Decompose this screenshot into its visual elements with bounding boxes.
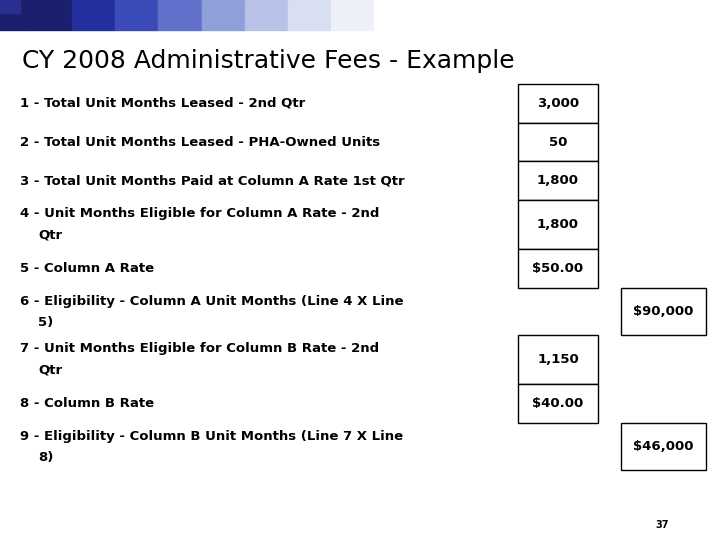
Bar — [621, 288, 706, 335]
Bar — [331, 0, 374, 30]
Text: $46,000: $46,000 — [633, 440, 693, 453]
Bar — [518, 123, 598, 161]
Bar — [518, 161, 598, 200]
Text: CY 2008 Administrative Fees - Example: CY 2008 Administrative Fees - Example — [22, 49, 514, 72]
Bar — [518, 384, 598, 423]
Bar — [158, 0, 202, 30]
Bar — [115, 0, 158, 30]
Text: 8): 8) — [38, 450, 53, 463]
Text: Qtr: Qtr — [38, 364, 63, 377]
Text: 6 - Eligibility - Column A Unit Months (Line 4 X Line: 6 - Eligibility - Column A Unit Months (… — [20, 295, 404, 308]
Text: 1 - Total Unit Months Leased - 2nd Qtr: 1 - Total Unit Months Leased - 2nd Qtr — [20, 97, 305, 110]
Bar — [518, 249, 598, 288]
Bar — [0, 0, 20, 14]
Text: 3,000: 3,000 — [537, 97, 579, 110]
Bar — [418, 0, 720, 30]
Text: $90,000: $90,000 — [633, 305, 693, 318]
Bar — [288, 0, 331, 30]
Bar — [29, 0, 72, 30]
Text: 50: 50 — [549, 136, 567, 148]
Text: Qtr: Qtr — [38, 229, 63, 242]
Text: 5 - Column A Rate: 5 - Column A Rate — [20, 262, 154, 275]
Bar — [202, 0, 245, 30]
Bar — [621, 423, 706, 470]
Text: 37: 37 — [656, 520, 669, 530]
Text: 4 - Unit Months Eligible for Column A Rate - 2nd: 4 - Unit Months Eligible for Column A Ra… — [20, 207, 379, 220]
Text: 3 - Total Unit Months Paid at Column A Rate 1st Qtr: 3 - Total Unit Months Paid at Column A R… — [20, 174, 405, 187]
Text: 1,800: 1,800 — [537, 174, 579, 187]
Bar — [72, 0, 115, 30]
Bar — [374, 0, 418, 30]
Text: 2 - Total Unit Months Leased - PHA-Owned Units: 2 - Total Unit Months Leased - PHA-Owned… — [20, 136, 380, 148]
Text: 1,150: 1,150 — [537, 353, 579, 366]
Text: 7 - Unit Months Eligible for Column B Rate - 2nd: 7 - Unit Months Eligible for Column B Ra… — [20, 342, 379, 355]
Bar — [518, 200, 598, 249]
Text: 5): 5) — [38, 315, 53, 328]
Text: 1,800: 1,800 — [537, 218, 579, 231]
Bar — [245, 0, 288, 30]
Bar — [0, 0, 29, 30]
Text: 8 - Column B Rate: 8 - Column B Rate — [20, 397, 154, 410]
Bar — [518, 335, 598, 384]
Bar — [518, 84, 598, 123]
Text: $40.00: $40.00 — [532, 397, 584, 410]
Text: 9 - Eligibility - Column B Unit Months (Line 7 X Line: 9 - Eligibility - Column B Unit Months (… — [20, 430, 403, 443]
Text: $50.00: $50.00 — [532, 262, 584, 275]
